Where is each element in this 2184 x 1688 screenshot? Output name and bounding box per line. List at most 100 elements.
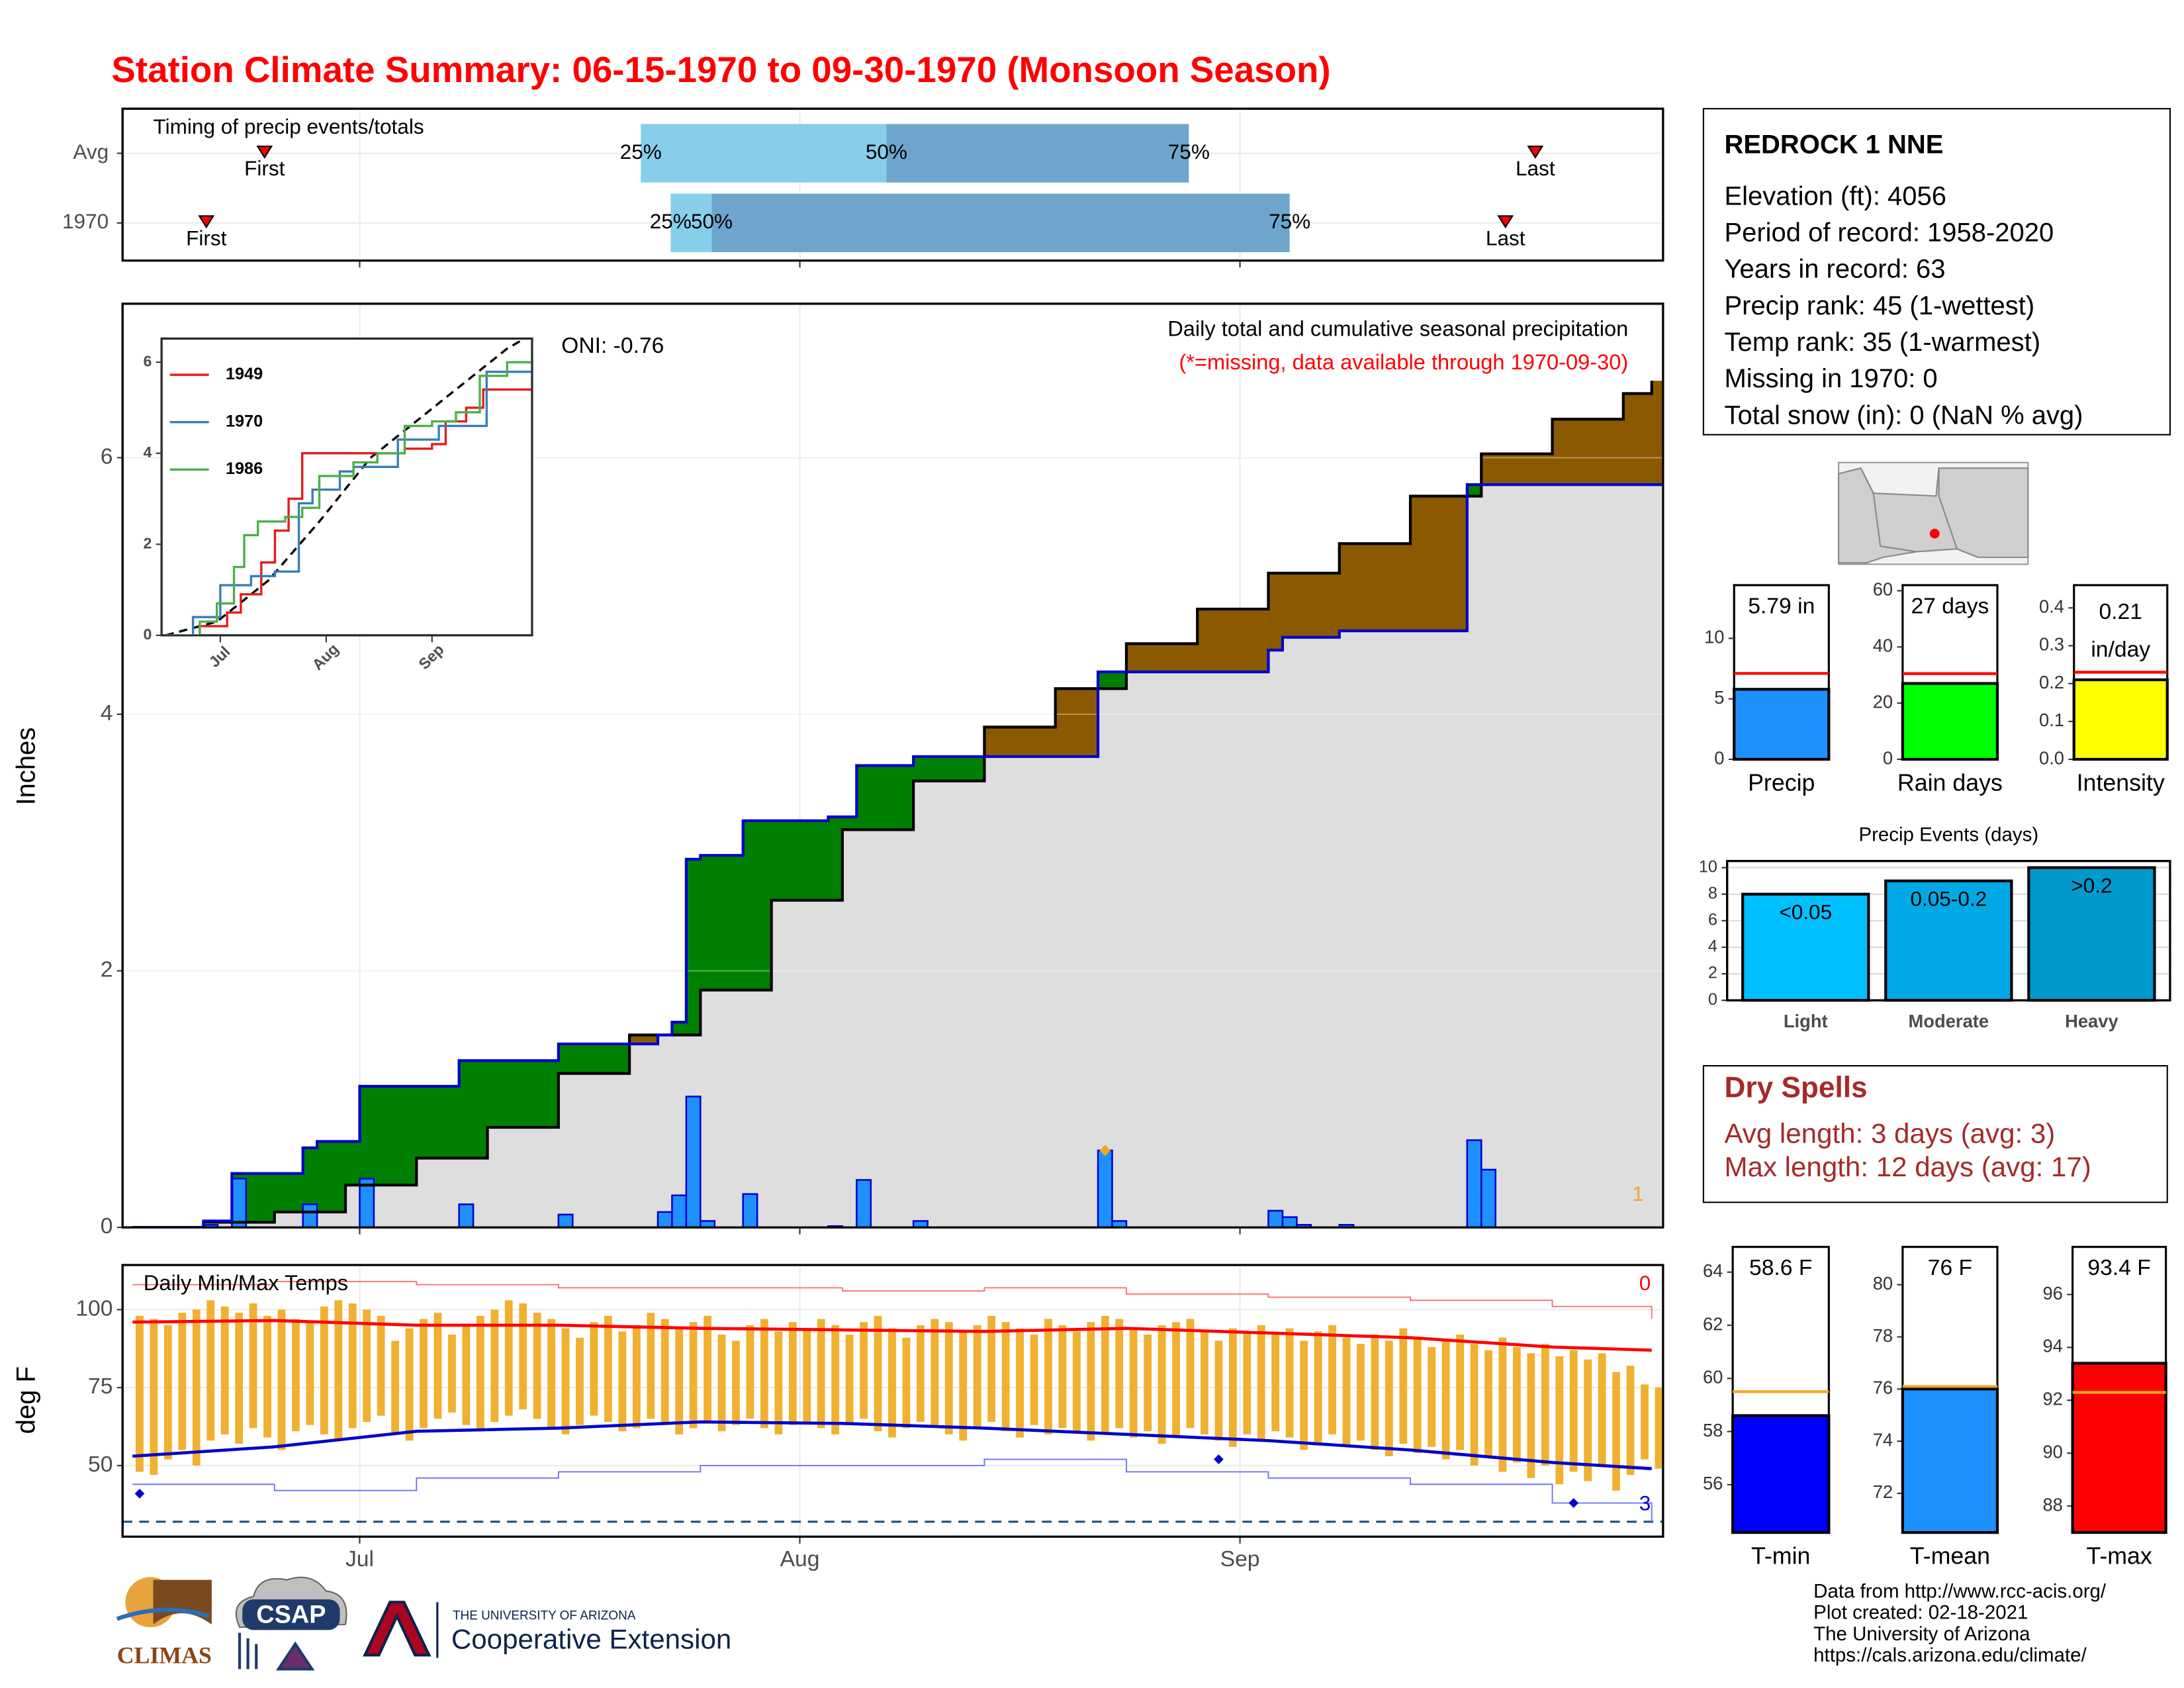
state-borders <box>1860 467 1958 553</box>
value-label: 76 F <box>1928 1256 1972 1280</box>
daily-precip-bar <box>1480 1168 1496 1228</box>
daily-temp-bar <box>1541 1344 1549 1466</box>
daily-temp-bar <box>1555 1356 1564 1485</box>
record-point <box>1214 1454 1224 1464</box>
daily-temp-bar <box>704 1315 711 1423</box>
chart-title: Precip Events (days) <box>1858 824 2038 846</box>
daily-temp-bar <box>632 1325 641 1429</box>
event-label: Last <box>1486 226 1525 250</box>
category-label: T-mean <box>1910 1542 1990 1569</box>
daily-temp-bar <box>590 1322 598 1416</box>
record-point <box>1569 1498 1579 1508</box>
daily-temp-bar <box>916 1325 925 1423</box>
quartile-label: 75% <box>1168 140 1210 164</box>
value-label: 0.21 in/day <box>2091 600 2150 662</box>
daily-temp-bar <box>1527 1353 1535 1478</box>
y-tick-label: 5 <box>1714 687 1724 708</box>
daily-temp-bar <box>220 1306 229 1434</box>
station-info: Elevation (ft): 4056 <box>1724 181 1946 211</box>
daily-temp-bar <box>1072 1331 1081 1432</box>
x-tick-label: Aug <box>780 1547 820 1571</box>
daily-temp-bar <box>1158 1325 1166 1444</box>
station-name: REDROCK 1 NNE <box>1724 130 1943 160</box>
y-tick-label: 92 <box>2042 1389 2062 1409</box>
page-title: Station Climate Summary: 06-15-1970 to 0… <box>111 49 1330 90</box>
quartile-label: 50% <box>691 209 733 233</box>
bar <box>1884 879 2013 1002</box>
dry-spells-info: Avg length: 3 days (avg: 3) <box>1724 1117 2055 1149</box>
daily-temp-bar <box>1314 1331 1322 1444</box>
daily-temp-bar <box>334 1300 343 1441</box>
daily-temp-bar <box>263 1315 271 1438</box>
daily-temp-bar <box>391 1340 399 1434</box>
daily-temp-bar <box>1371 1335 1379 1450</box>
y-tick-label: 4 <box>144 444 152 461</box>
y-tick-label: 56 <box>1703 1473 1723 1493</box>
daily-temp-bar <box>504 1300 513 1416</box>
daily-temp-bar <box>561 1328 570 1434</box>
plot-border <box>121 107 1664 262</box>
plot-border <box>1726 860 2171 1002</box>
dry-spells-title: Dry Spells <box>1724 1072 1867 1104</box>
event-label: First <box>244 156 285 180</box>
y-tick-label: 96 <box>2042 1283 2062 1303</box>
y-axis-title: deg F <box>12 1366 41 1434</box>
record-count: 0 <box>1639 1271 1651 1295</box>
daily-precip-bar <box>302 1203 318 1228</box>
daily-temp-bar <box>348 1303 357 1429</box>
station-info: Total snow (in): 0 (NaN % avg) <box>1724 400 2083 430</box>
chart-title: Daily total and cumulative seasonal prec… <box>1167 316 1628 340</box>
daily-temp-bar <box>448 1335 456 1413</box>
daily-temp-bar <box>774 1331 783 1434</box>
footer-text: Data from http://www.rcc-acis.org/ <box>1813 1580 2107 1602</box>
y-tick-label: 0.1 <box>2039 710 2064 730</box>
daily-temp-bar <box>490 1309 499 1423</box>
daily-temp-bar <box>1201 1331 1208 1434</box>
daily-temp-bar <box>192 1309 201 1466</box>
daily-temp-bar <box>420 1319 428 1429</box>
station-info: Period of record: 1958-2020 <box>1724 218 2054 248</box>
y-tick-label: 0.2 <box>2039 672 2064 692</box>
summary-bar <box>1901 682 1999 761</box>
daily-temp-bar <box>1655 1387 1663 1469</box>
y-tick-label: 80 <box>1873 1273 1893 1293</box>
dry-spells-info: Max length: 12 days (avg: 17) <box>1724 1151 2091 1182</box>
y-tick-label: 0.0 <box>2039 747 2064 768</box>
bar-label: 0.05-0.2 <box>1910 887 1987 911</box>
legend-label: 1986 <box>226 459 263 478</box>
daily-temp-bar <box>1357 1344 1365 1441</box>
daily-temp-bar <box>987 1315 996 1423</box>
daily-temp-bar <box>1470 1344 1479 1466</box>
daily-temp-bar <box>1342 1337 1351 1447</box>
daily-temp-bar <box>576 1337 584 1425</box>
y-tick-label: 0 <box>144 626 152 643</box>
y-tick-label: 0.4 <box>2039 596 2064 616</box>
daily-precip-bar <box>1281 1216 1298 1228</box>
daily-temp-bar <box>433 1313 442 1419</box>
state-shapes <box>1838 467 2029 564</box>
footer-text: Plot created: 02-18-2021 <box>1813 1602 2028 1624</box>
daily-temp-bar <box>1498 1337 1507 1472</box>
y-tick-label: 4 <box>101 701 113 726</box>
daily-temp-bar <box>1214 1340 1223 1441</box>
daily-temp-bar <box>675 1328 684 1434</box>
value-label: 93.4 F <box>2087 1256 2150 1280</box>
avg-min-line <box>132 1420 1652 1470</box>
daily-precip-bar <box>685 1096 702 1228</box>
category-label: Intensity <box>2077 769 2165 796</box>
daily-temp-bar <box>1399 1328 1408 1444</box>
footer-text: The University of Arizona <box>1813 1623 2030 1645</box>
chart-title: Daily Min/Max Temps <box>144 1270 348 1295</box>
daily-temp-bar <box>1228 1328 1237 1447</box>
y-tick-label: 2 <box>144 534 152 551</box>
y-tick-label: 2 <box>1708 964 1717 982</box>
precip-layer <box>122 381 1663 1228</box>
daily-temp-bar <box>320 1306 328 1434</box>
summary-bar <box>1731 1414 1831 1534</box>
plot-border <box>121 303 1664 1229</box>
daily-temp-bar <box>1172 1322 1180 1438</box>
y-tick-label: 78 <box>1873 1325 1893 1346</box>
daily-temp-bar <box>292 1319 300 1432</box>
daily-temp-bar <box>1271 1335 1280 1432</box>
